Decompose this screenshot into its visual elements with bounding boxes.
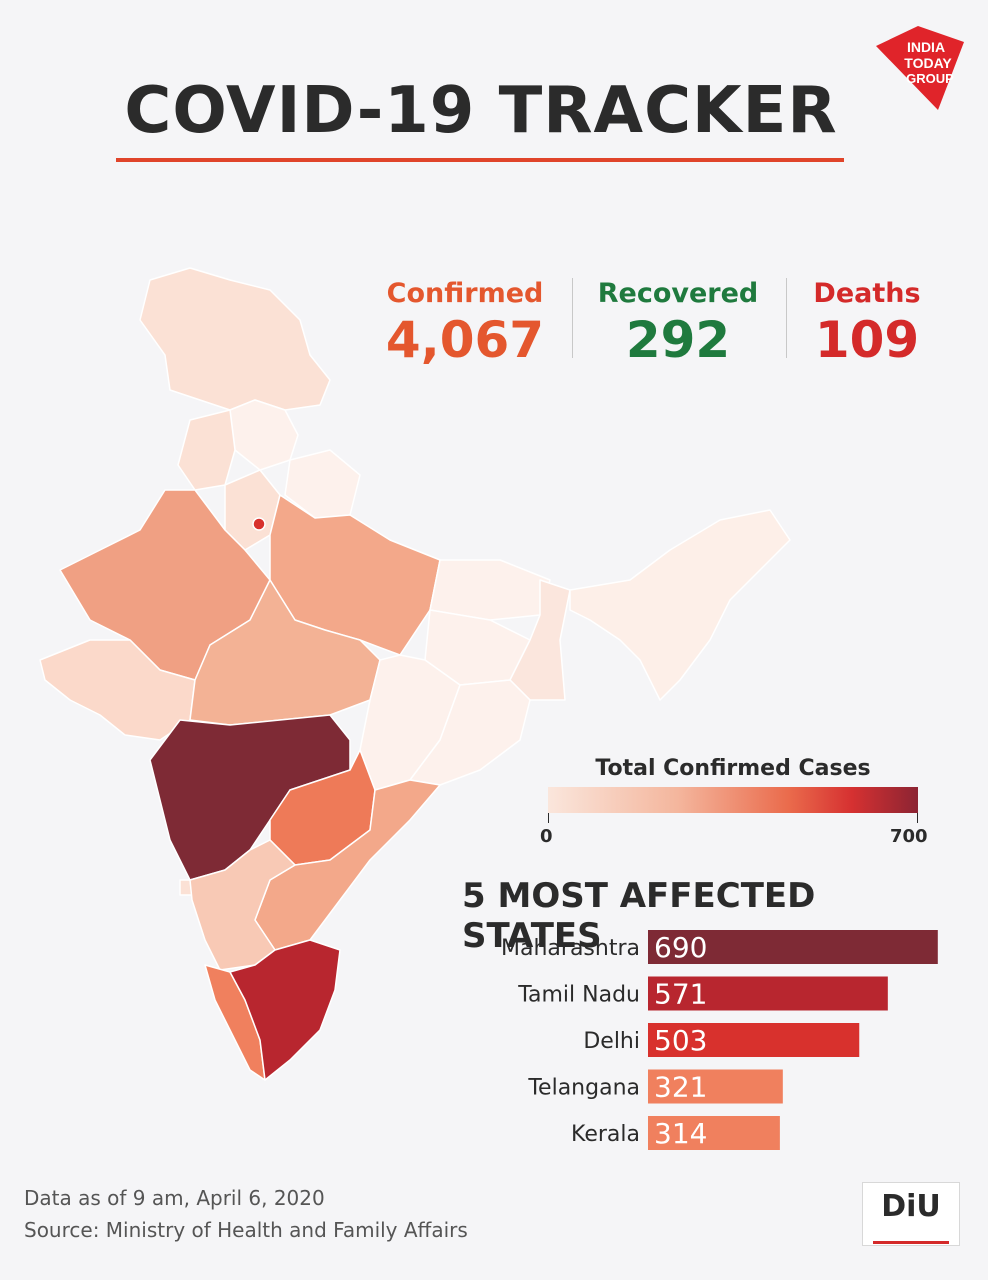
india-today-logo: INDIA TODAY GROUP [868, 24, 968, 114]
diu-badge: DiU [862, 1182, 960, 1246]
region-tamil-nadu [229, 939, 341, 1081]
data-source: Source: Ministry of Health and Family Af… [24, 1218, 468, 1242]
bar-category-label: Delhi [583, 1029, 640, 1054]
region-odisha [409, 679, 531, 786]
title-underline [116, 158, 844, 162]
logo-line-3: GROUP [906, 71, 954, 86]
bar-category-label: Kerala [571, 1122, 640, 1147]
bar-value-label: 321 [654, 1071, 707, 1104]
india-choropleth-map [39, 267, 791, 1081]
deaths-stat: Deaths 109 [802, 278, 932, 369]
recovered-stat: Recovered 292 [588, 278, 768, 369]
region-punjab [177, 409, 236, 491]
legend-max-label: 700 [890, 826, 928, 847]
bar-category-label: Maharashtra [501, 936, 640, 961]
confirmed-label: Confirmed [386, 278, 544, 309]
deaths-value: 109 [814, 311, 920, 369]
region-jammu-kashmir [139, 267, 331, 411]
legend-tick [917, 813, 918, 823]
region-himachal [229, 399, 299, 471]
data-timestamp: Data as of 9 am, April 6, 2020 [24, 1186, 325, 1210]
logo-line-2: TODAY [904, 55, 952, 71]
legend-color-scale [548, 787, 918, 813]
bar-value-label: 314 [654, 1117, 707, 1150]
top5-bar-chart: Maharashtra 690 Tamil Nadu 571 Delhi 503 Telan… [501, 930, 938, 1150]
region-bihar [429, 559, 551, 621]
bar [648, 976, 888, 1011]
bar-category-label: Tamil Nadu [517, 983, 640, 1008]
logo-line-1: INDIA [907, 39, 945, 55]
deaths-label: Deaths [813, 278, 921, 309]
bar [648, 1023, 860, 1057]
confirmed-value: 4,067 [385, 311, 545, 369]
region-northeast [569, 509, 791, 701]
stat-divider [572, 278, 573, 358]
stat-divider [786, 278, 787, 358]
diu-badge-text: DiU [881, 1189, 941, 1224]
bar-value-label: 503 [654, 1024, 707, 1057]
region-karnataka [189, 839, 296, 971]
bar [648, 930, 938, 964]
bar [648, 1116, 780, 1150]
confirmed-stat: Confirmed 4,067 [370, 278, 560, 369]
legend-title: Total Confirmed Cases [595, 756, 871, 781]
legend-tick [548, 813, 549, 823]
bar-category-label: Telangana [527, 1076, 640, 1101]
region-delhi [252, 517, 266, 531]
diu-badge-rule [863, 1229, 959, 1244]
top5-chart-title: 5 MOST AFFECTED STATES [462, 876, 816, 956]
bar-value-label: 690 [654, 931, 707, 964]
recovered-value: 292 [625, 311, 731, 369]
legend-min-label: 0 [540, 826, 553, 847]
bar-value-label: 571 [654, 978, 707, 1011]
recovered-label: Recovered [597, 278, 759, 309]
bar [648, 1069, 783, 1104]
page-title: COVID-19 TRACKER [124, 74, 838, 148]
